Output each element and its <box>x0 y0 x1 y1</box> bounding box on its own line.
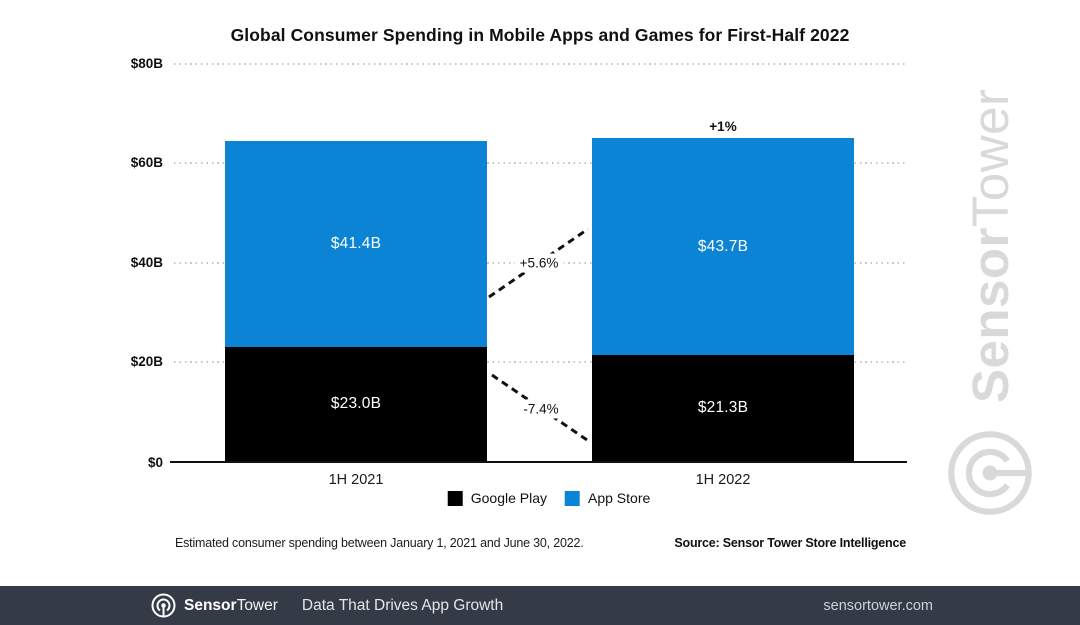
total-change-label: +1% <box>709 119 737 134</box>
sensor-tower-watermark: SensorTower <box>935 65 1045 517</box>
bar-1h-2021: $41.4B $23.0B <box>225 141 487 461</box>
footer-website-link[interactable]: sensortower.com <box>823 597 933 614</box>
legend-label-app-store: App Store <box>588 490 651 506</box>
chart-title: Global Consumer Spending in Mobile Apps … <box>230 25 850 45</box>
bar-1h2021-google-play-segment: $23.0B <box>225 346 487 461</box>
x-label-1h-2022: 1H 2022 <box>695 472 751 488</box>
footnote: Estimated consumer spending between Janu… <box>175 536 584 550</box>
gridline-20b <box>174 361 905 363</box>
y-tick-80b: $80B <box>130 56 163 71</box>
y-tick-20b: $20B <box>130 354 163 369</box>
app-store-value-2021: $41.4B <box>330 235 382 253</box>
y-tick-40b: $40B <box>130 255 163 270</box>
gridline-60b <box>174 162 905 164</box>
footer-bar: SensorTower Data That Drives App Growth … <box>0 586 1080 625</box>
legend-item-google-play: Google Play <box>447 490 548 506</box>
source-attribution: Source: Sensor Tower Store Intelligence <box>674 536 906 550</box>
app-store-swatch-icon <box>565 490 581 506</box>
footer-brand-text: SensorTower <box>184 596 278 614</box>
bar-1h2021-app-store-segment: $41.4B <box>225 141 487 347</box>
sensor-tower-logo-icon <box>948 431 1032 515</box>
gridline-80b <box>174 63 905 65</box>
google-play-change-label: -7.4% <box>518 399 564 419</box>
watermark-brand-text: SensorTower <box>961 88 1019 403</box>
y-tick-0: $0 <box>147 455 163 470</box>
bar-1h-2022: $43.7B $21.3B <box>592 138 854 461</box>
x-axis-line <box>170 461 907 463</box>
app-store-change-label: +5.6% <box>514 253 564 273</box>
y-tick-60b: $60B <box>130 155 163 170</box>
x-label-1h-2021: 1H 2021 <box>328 472 384 488</box>
legend-item-app-store: App Store <box>565 490 650 506</box>
bar-1h2022-app-store-segment: $43.7B <box>592 138 854 356</box>
footer-tagline: Data That Drives App Growth <box>301 596 504 614</box>
legend-label-google-play: Google Play <box>470 490 548 506</box>
google-play-value-2021: $23.0B <box>330 394 382 412</box>
footer-sensor-tower-logo-icon <box>151 593 176 618</box>
bar-1h2022-google-play-segment: $21.3B <box>592 355 854 461</box>
legend: Google Play App Store <box>447 490 650 506</box>
app-store-value-2022: $43.7B <box>697 237 749 255</box>
google-play-value-2022: $21.3B <box>697 399 749 417</box>
google-play-swatch-icon <box>447 490 463 506</box>
